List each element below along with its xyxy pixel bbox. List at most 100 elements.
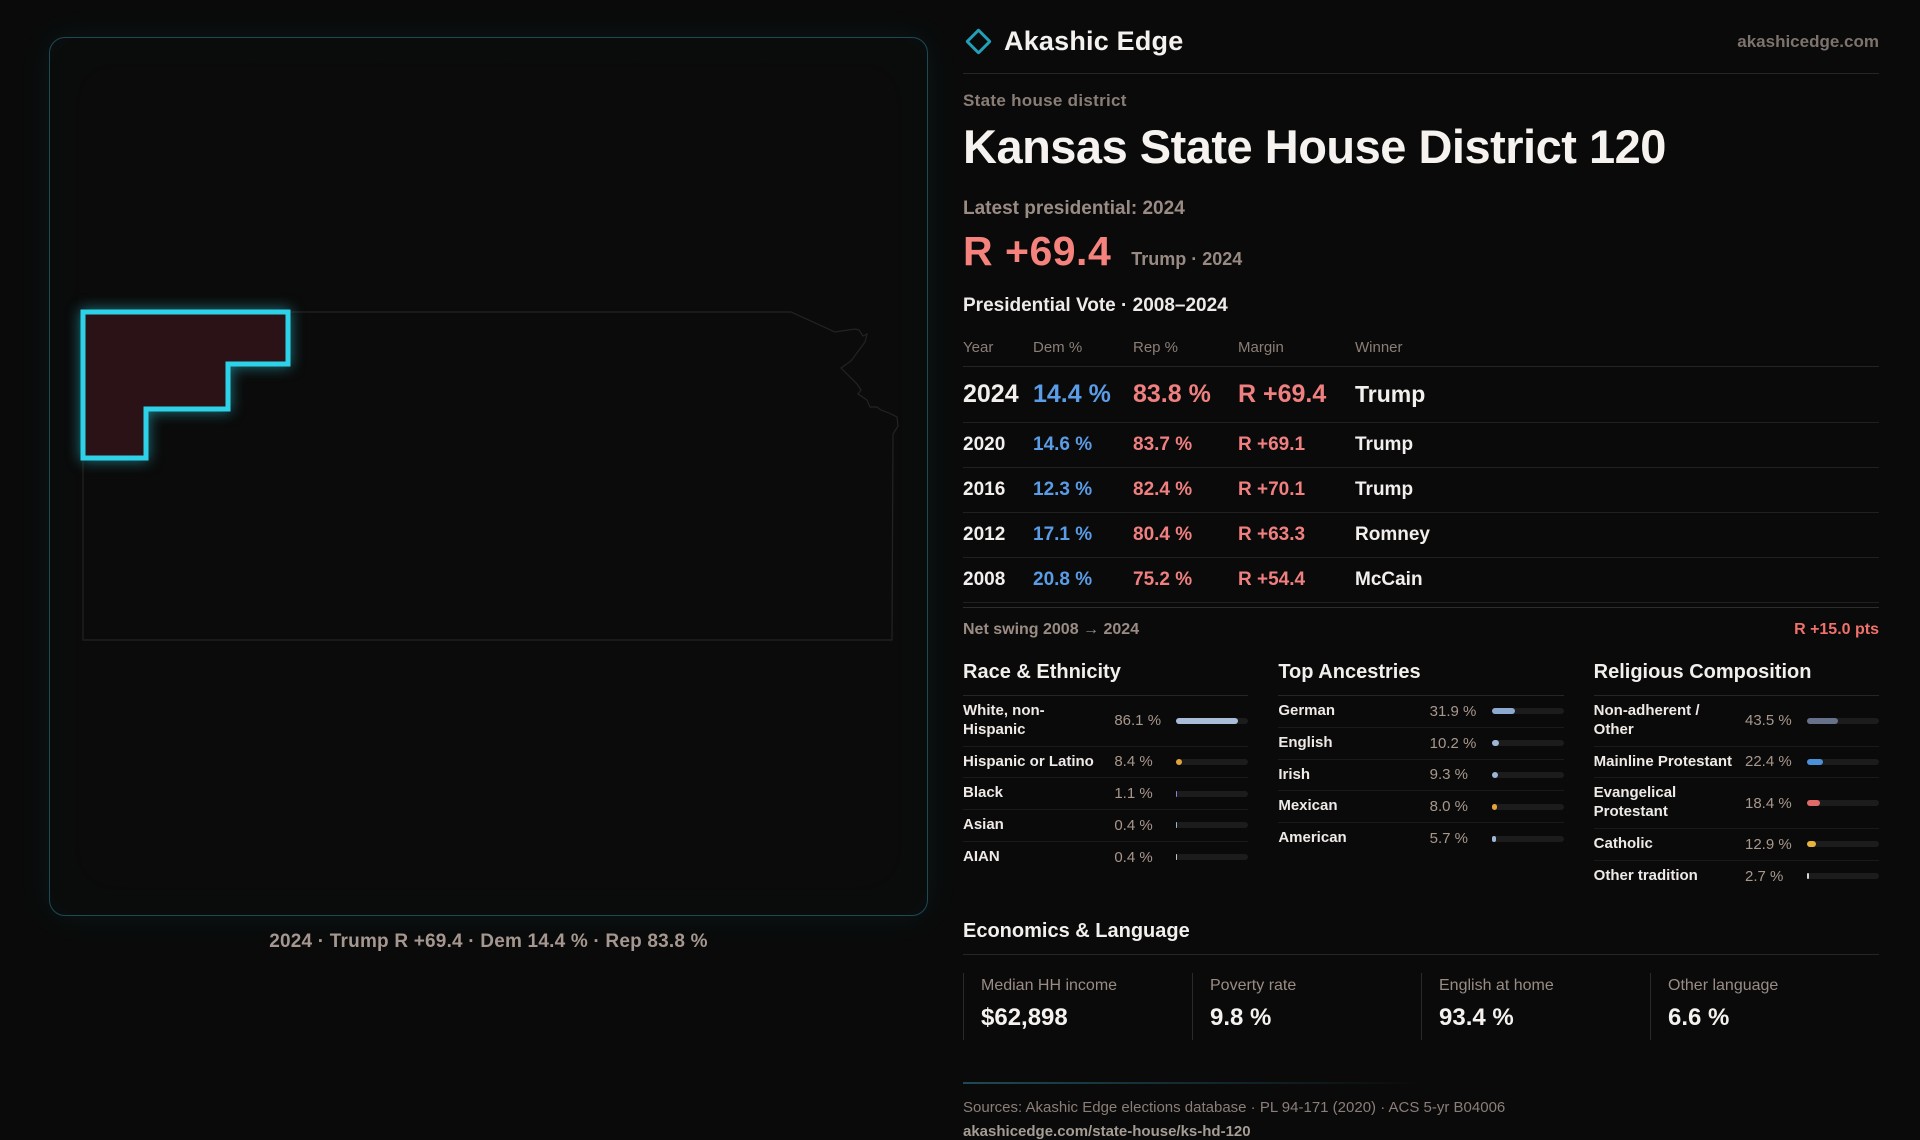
footer-accent-divider xyxy=(963,1081,1425,1084)
vote-cell-rep: 83.7 % xyxy=(1133,434,1193,455)
demographic-label: Catholic xyxy=(1593,834,1653,852)
demographics-column: Top Ancestries German 31.9 % English 10.2 % I… xyxy=(1278,661,1564,892)
vote-cell-year: 2020 xyxy=(963,434,1006,455)
demographic-bar-fill xyxy=(1491,708,1515,715)
vote-table-row: 2012 17.1 % 80.4 % R +63.3 Romney xyxy=(963,513,1879,558)
demographic-value: 5.7 % xyxy=(1429,830,1469,847)
district-map-panel xyxy=(49,37,928,916)
vote-cell-dem: 20.8 % xyxy=(1033,569,1093,590)
demographic-row: American 5.7 % xyxy=(1278,823,1564,854)
demographic-value: 86.1 % xyxy=(1114,712,1162,730)
vote-column-header: Year xyxy=(963,339,994,356)
economics-stat: English at home 93.4 % xyxy=(1421,972,1650,1040)
demographic-bar-fill xyxy=(1491,771,1499,778)
vote-cell-rep: 75.2 % xyxy=(1133,569,1193,590)
demographic-row: Mexican 8.0 % xyxy=(1278,791,1564,823)
demographic-row: White, non-Hispanic 86.1 % xyxy=(963,696,1249,747)
economics-stat-value: 6.6 % xyxy=(1668,1003,1730,1031)
economics-stat-label: English at home xyxy=(1439,976,1554,994)
demographic-row: English 10.2 % xyxy=(1278,728,1564,760)
vote-column-header: Rep % xyxy=(1133,339,1179,356)
vote-table-row: 2020 14.6 % 83.7 % R +69.1 Trump xyxy=(963,423,1879,468)
footer-permalink[interactable]: akashicedge.com/state-house/ks-hd-120 xyxy=(963,1122,1251,1140)
demographic-bar-track xyxy=(1807,841,1879,848)
presidential-vote-table: Year Dem % Rep % Margin Winner 2024 14.4 % 83.… xyxy=(963,331,1879,603)
district-120-shape[interactable] xyxy=(80,309,291,461)
demographic-row: Catholic 12.9 % xyxy=(1593,829,1879,861)
headline-margin-context: Trump · 2024 xyxy=(1131,249,1243,269)
demographic-row: Mainline Protestant 22.4 % xyxy=(1593,747,1879,779)
demographic-bar-fill xyxy=(1807,758,1824,765)
demographic-row: German 31.9 % xyxy=(1278,696,1564,728)
demographic-bar-fill xyxy=(1176,822,1178,829)
demographic-label: White, non-Hispanic xyxy=(963,702,1045,738)
vote-cell-dem: 14.6 % xyxy=(1033,434,1093,455)
demographic-bar-fill xyxy=(1491,803,1498,810)
demographic-row: Evangelical Protestant 18.4 % xyxy=(1593,778,1879,829)
headline-margin-value: R +69.4 xyxy=(963,228,1112,274)
demographic-row: AIAN 0.4 % xyxy=(963,842,1249,873)
demographic-label: Evangelical Protestant xyxy=(1593,784,1677,820)
demographic-bar-track xyxy=(1491,803,1564,810)
vote-cell-year: 2008 xyxy=(963,569,1006,590)
demographics-grid: Race & Ethnicity White, non-Hispanic 86.1 … xyxy=(963,661,1879,892)
demographic-row: Other tradition 2.7 % xyxy=(1594,861,1879,892)
vote-cell-year: 2012 xyxy=(963,524,1006,545)
economics-section: Economics & Language Median HH income $62… xyxy=(963,920,1879,1040)
demographic-bar-track xyxy=(1807,873,1879,879)
net-swing-row: Net swing 2008 → 2024 R +15.0 pts xyxy=(963,607,1879,639)
vote-cell-winner: Trump xyxy=(1355,479,1414,500)
demographic-value: 22.4 % xyxy=(1745,753,1792,771)
demographic-bar-fill xyxy=(1176,758,1183,765)
district-type-kicker: State house district xyxy=(963,91,1127,110)
demographic-value: 0.4 % xyxy=(1114,848,1153,866)
vote-table-title: Presidential Vote · 2008–2024 xyxy=(963,295,1228,316)
demographic-bar-track xyxy=(1491,708,1564,715)
headline-margin-row: R +69.4 Trump · 2024 xyxy=(963,228,1879,275)
demographic-value: 43.5 % xyxy=(1745,712,1792,730)
vote-table-header: Year Dem % Rep % Margin Winner xyxy=(963,331,1879,367)
demographic-label: Irish xyxy=(1278,765,1311,783)
demographics-column: Race & Ethnicity White, non-Hispanic 86.1 … xyxy=(963,661,1249,892)
economics-stat-label: Poverty rate xyxy=(1210,976,1297,994)
vote-cell-dem: 17.1 % xyxy=(1033,524,1093,545)
vote-cell-margin: R +70.1 xyxy=(1238,479,1306,500)
demographic-value: 0.4 % xyxy=(1114,816,1153,834)
demographic-value: 8.4 % xyxy=(1114,753,1153,771)
demographic-label: German xyxy=(1278,702,1336,719)
economics-stat-value: 9.8 % xyxy=(1210,1003,1272,1031)
demographic-bar-track xyxy=(1176,790,1249,797)
demographic-row: Hispanic or Latino 8.4 % xyxy=(963,747,1249,779)
demographic-bar-track xyxy=(1807,800,1879,806)
demographic-bar-track xyxy=(1491,835,1564,842)
demographic-bar-fill xyxy=(1807,717,1839,724)
demographic-bar-fill xyxy=(1176,790,1178,797)
demographic-value: 2.7 % xyxy=(1745,867,1784,885)
vote-cell-year: 2016 xyxy=(963,479,1006,500)
demographics-column-title: Race & Ethnicity xyxy=(963,661,1249,696)
vote-table-row: 2008 20.8 % 75.2 % R +54.4 McCain xyxy=(963,558,1879,603)
vote-cell-winner: Romney xyxy=(1355,524,1430,545)
demographic-label: Black xyxy=(963,784,1004,802)
demographic-bar-track xyxy=(1807,758,1879,765)
demographic-bar-track xyxy=(1176,822,1249,829)
demographic-value: 8.0 % xyxy=(1429,798,1469,816)
brand-site-url[interactable]: akashicedge.com xyxy=(1737,31,1879,51)
vote-cell-dem: 12.3 % xyxy=(1033,479,1093,500)
report-content: Akashic Edge akashicedge.com State house… xyxy=(963,26,1879,1140)
vote-table-row: 2016 12.3 % 82.4 % R +70.1 Trump xyxy=(963,468,1879,513)
demographics-column-title: Top Ancestries xyxy=(1278,661,1564,696)
page-title: Kansas State House District 120 xyxy=(963,120,1666,173)
demographic-value: 31.9 % xyxy=(1429,702,1477,720)
vote-column-header: Dem % xyxy=(1033,339,1083,356)
demographic-label: English xyxy=(1278,733,1333,751)
economics-stat: Median HH income $62,898 xyxy=(963,972,1192,1040)
demographic-bar-fill xyxy=(1807,800,1821,806)
demographic-row: Asian 0.4 % xyxy=(963,810,1249,842)
economics-title: Economics & Language xyxy=(963,920,1879,955)
brand-header: Akashic Edge akashicedge.com xyxy=(963,26,1879,74)
vote-cell-rep: 83.8 % xyxy=(1133,380,1211,408)
vote-cell-margin: R +69.1 xyxy=(1238,434,1306,455)
net-swing-label: Net swing 2008 → 2024 xyxy=(963,621,1140,638)
demographic-bar-track xyxy=(1176,854,1249,861)
